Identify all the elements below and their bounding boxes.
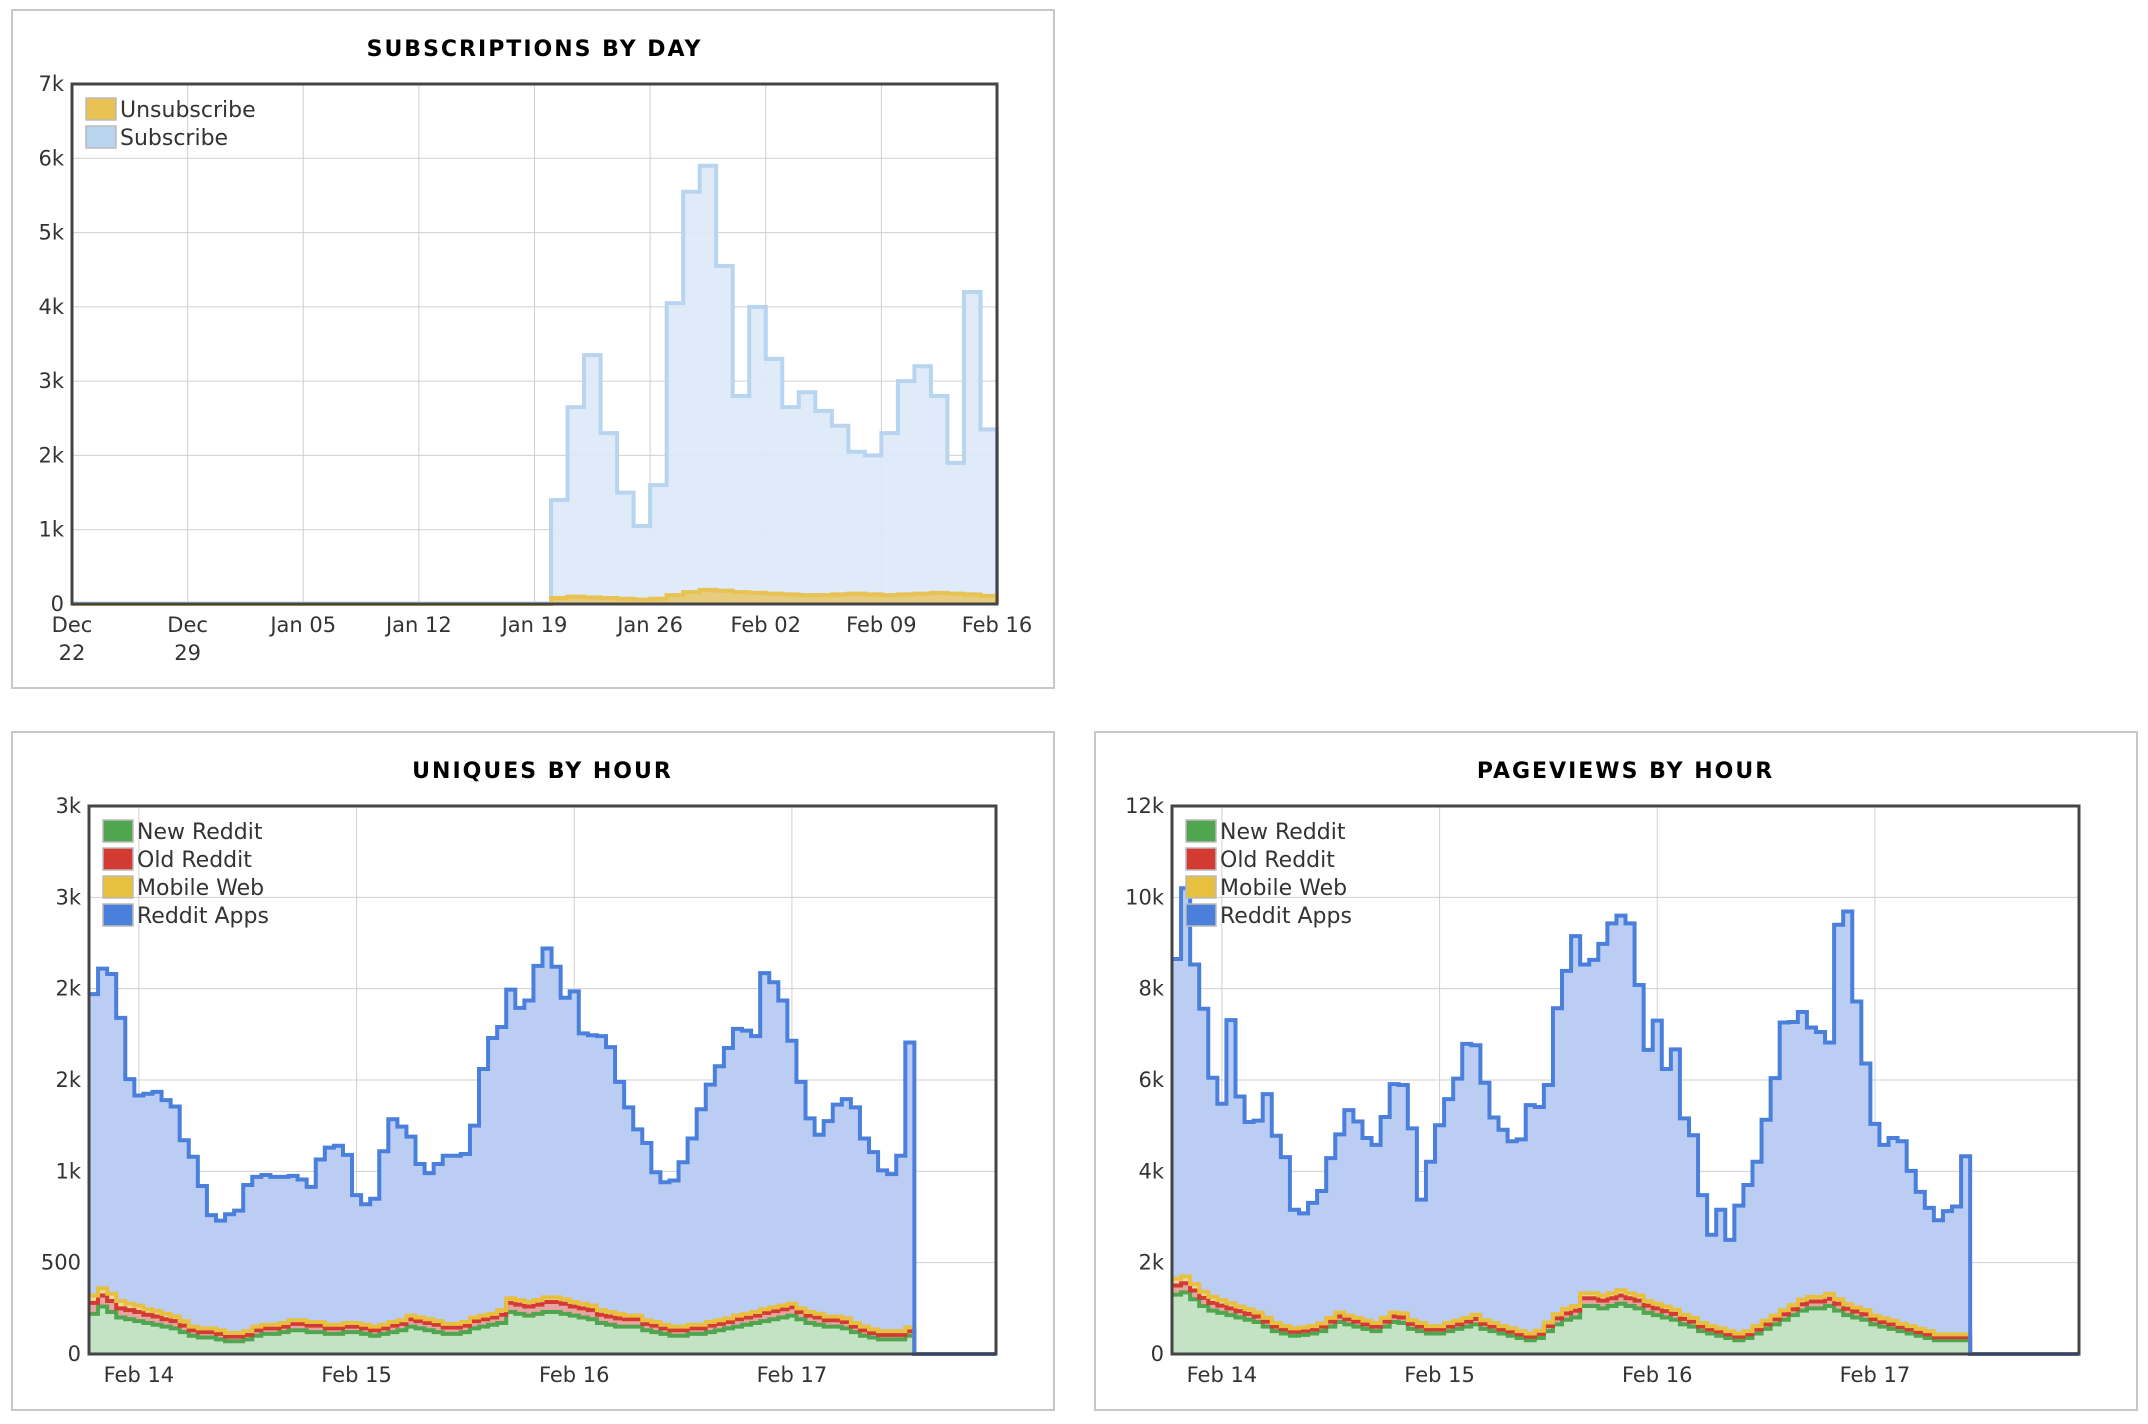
y-tick-label: 4k bbox=[38, 295, 64, 319]
series-line-new-reddit bbox=[89, 1304, 996, 1356]
legend-swatch bbox=[1185, 875, 1217, 899]
x-tick-label: Feb 17 bbox=[1840, 1363, 1911, 1387]
legend-label: Reddit Apps bbox=[1220, 904, 1352, 929]
plot-border bbox=[70, 82, 999, 606]
x-tick-label: Feb 16 bbox=[962, 613, 1033, 637]
series-line-subscribe bbox=[72, 163, 999, 606]
legend-label: New Reddit bbox=[137, 820, 263, 845]
series-line-mobile-web bbox=[1172, 1274, 2079, 1356]
x-tick-label: Feb 02 bbox=[730, 613, 801, 637]
y-tick-label: 6k bbox=[1138, 1068, 1164, 1092]
x-tick-label: 22 bbox=[59, 641, 86, 665]
legend-swatch bbox=[102, 847, 134, 871]
legend-label: Mobile Web bbox=[137, 876, 264, 901]
x-tick-label: Feb 17 bbox=[757, 1363, 828, 1387]
series-line-mobile-web bbox=[89, 1286, 996, 1356]
x-tick-label: Dec bbox=[167, 613, 208, 637]
y-tick-label: 1k bbox=[55, 1159, 81, 1183]
pageviews-chart: PAGEVIEWS BY HOUR 0 2k 4k 6k 8k 10k 12k Feb 14 Fe… bbox=[1125, 759, 2081, 1387]
subscriptions-chart: SUBSCRIPTIONS BY DAY 0 1k 2k 3k 4k 5k 6k 7k Dec 22… bbox=[38, 37, 1033, 665]
y-tick-label: 2k bbox=[1138, 1251, 1164, 1275]
x-tick-label: Feb 15 bbox=[321, 1363, 392, 1387]
y-tick-label: 0 bbox=[1151, 1342, 1164, 1366]
y-tick-label: 2k bbox=[38, 443, 64, 467]
legend-swatch bbox=[85, 97, 117, 121]
series-line-unsubscribe bbox=[72, 587, 999, 606]
chart-title: PAGEVIEWS BY HOUR bbox=[1477, 759, 1774, 784]
legend-swatch bbox=[1185, 819, 1217, 843]
plot-border bbox=[1170, 804, 2081, 1356]
series-line-old-reddit bbox=[1172, 1281, 2079, 1356]
subscriptions-chart-panel: SUBSCRIPTIONS BY DAY 0 1k 2k 3k 4k 5k 6k 7k Dec 22… bbox=[11, 9, 1055, 689]
y-tick-label: 3k bbox=[38, 369, 64, 393]
x-tick-label: Feb 16 bbox=[539, 1363, 610, 1387]
y-tick-label: 3k bbox=[55, 794, 81, 818]
y-tick-label: 8k bbox=[1138, 977, 1164, 1001]
x-tick-label: Feb 09 bbox=[846, 613, 917, 637]
y-tick-label: 6k bbox=[38, 146, 64, 170]
x-tick-label: Dec bbox=[52, 613, 93, 637]
uniques-chart: UNIQUES BY HOUR 0 500 1k 2k 2k 3k 3k Feb 14 Feb 1… bbox=[41, 759, 998, 1387]
y-tick-label: 0 bbox=[51, 592, 64, 616]
series-line-new-reddit bbox=[1172, 1290, 2079, 1356]
legend-label: Unsubscribe bbox=[120, 98, 256, 123]
uniques-chart-panel: UNIQUES BY HOUR 0 500 1k 2k 2k 3k 3k Feb 14 Feb 1… bbox=[11, 731, 1055, 1411]
y-tick-label: 5k bbox=[38, 221, 64, 245]
chart-title: UNIQUES BY HOUR bbox=[412, 759, 673, 784]
series-line-reddit-apps bbox=[1172, 886, 2079, 1356]
series-area-subscribe bbox=[72, 165, 997, 604]
legend-swatch bbox=[102, 819, 134, 843]
pageviews-chart-panel: PAGEVIEWS BY HOUR 0 2k 4k 6k 8k 10k 12k Feb 14 Fe… bbox=[1094, 731, 2138, 1411]
legend-label: Reddit Apps bbox=[137, 904, 269, 929]
x-tick-label: Jan 05 bbox=[268, 613, 336, 637]
y-tick-label: 2k bbox=[55, 977, 81, 1001]
legend-swatch bbox=[102, 903, 134, 927]
series-line-reddit-apps bbox=[89, 946, 996, 1356]
y-tick-label: 12k bbox=[1125, 794, 1165, 818]
legend-swatch bbox=[1185, 847, 1217, 871]
x-tick-label: Jan 26 bbox=[615, 613, 683, 637]
series-area-reddit-apps bbox=[1172, 888, 1971, 1354]
legend-label: New Reddit bbox=[1220, 820, 1346, 845]
y-tick-label: 10k bbox=[1125, 885, 1165, 909]
legend-swatch bbox=[102, 875, 134, 899]
x-tick-label: Feb 14 bbox=[1187, 1363, 1258, 1387]
legend-label: Mobile Web bbox=[1220, 876, 1347, 901]
x-tick-label: Jan 12 bbox=[384, 613, 452, 637]
legend-label: Old Reddit bbox=[1220, 848, 1335, 873]
y-tick-label: 4k bbox=[1138, 1159, 1164, 1183]
y-tick-label: 500 bbox=[41, 1251, 81, 1275]
x-tick-label: Feb 15 bbox=[1404, 1363, 1475, 1387]
x-tick-label: 29 bbox=[174, 641, 201, 665]
x-tick-label: Jan 19 bbox=[500, 613, 568, 637]
x-tick-label: Feb 14 bbox=[104, 1363, 175, 1387]
legend-swatch bbox=[1185, 903, 1217, 927]
y-tick-label: 3k bbox=[55, 885, 81, 909]
y-tick-label: 0 bbox=[68, 1342, 81, 1366]
y-tick-label: 1k bbox=[38, 518, 64, 542]
chart-title: SUBSCRIPTIONS BY DAY bbox=[367, 37, 703, 62]
legend-swatch bbox=[85, 125, 117, 149]
series-area-new-reddit bbox=[1172, 1292, 1971, 1354]
x-tick-label: Feb 16 bbox=[1622, 1363, 1693, 1387]
legend-label: Old Reddit bbox=[137, 848, 252, 873]
series-area-new-reddit bbox=[89, 1306, 915, 1354]
plot-border bbox=[87, 804, 998, 1356]
y-tick-label: 7k bbox=[38, 72, 64, 96]
y-tick-label: 2k bbox=[55, 1068, 81, 1092]
legend-label: Subscribe bbox=[120, 126, 228, 151]
series-area-reddit-apps bbox=[89, 948, 915, 1354]
